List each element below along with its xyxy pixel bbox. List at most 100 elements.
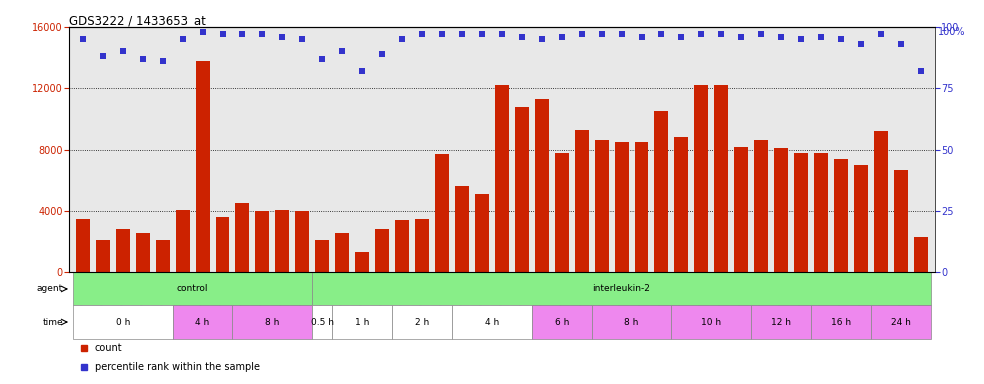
- Bar: [435, 154, 449, 272]
- Point: [733, 34, 749, 40]
- Bar: [515, 107, 528, 272]
- Point: [673, 34, 689, 40]
- Bar: [73, 272, 312, 306]
- Text: 10 h: 10 h: [702, 318, 721, 326]
- Bar: [774, 148, 788, 272]
- Point: [294, 36, 310, 42]
- Text: 24 h: 24 h: [891, 318, 911, 326]
- Bar: [854, 165, 868, 272]
- Bar: [415, 219, 429, 272]
- Bar: [276, 210, 289, 272]
- Point: [474, 31, 490, 37]
- Point: [195, 29, 211, 35]
- Bar: [714, 85, 728, 272]
- Bar: [893, 170, 908, 272]
- Point: [94, 53, 110, 60]
- Bar: [534, 99, 549, 272]
- Point: [255, 31, 271, 37]
- Text: 4 h: 4 h: [196, 318, 210, 326]
- Point: [115, 48, 131, 55]
- Bar: [392, 306, 452, 339]
- Point: [154, 58, 170, 65]
- Bar: [312, 272, 931, 306]
- Point: [374, 51, 390, 57]
- Point: [574, 31, 589, 37]
- Text: 12 h: 12 h: [771, 318, 791, 326]
- Bar: [235, 204, 250, 272]
- Point: [354, 68, 370, 74]
- Text: percentile rank within the sample: percentile rank within the sample: [94, 362, 260, 372]
- Point: [893, 41, 909, 47]
- Point: [135, 56, 151, 62]
- Point: [653, 31, 669, 37]
- Bar: [155, 240, 169, 272]
- Point: [335, 48, 350, 55]
- Bar: [455, 187, 469, 272]
- Point: [175, 36, 191, 42]
- Text: count: count: [94, 343, 122, 353]
- Point: [234, 31, 250, 37]
- Text: 4 h: 4 h: [485, 318, 499, 326]
- Text: 0 h: 0 h: [115, 318, 130, 326]
- Bar: [196, 61, 210, 272]
- Bar: [794, 153, 808, 272]
- Text: 100%: 100%: [938, 27, 965, 37]
- Bar: [531, 306, 591, 339]
- Point: [813, 34, 829, 40]
- Point: [634, 34, 649, 40]
- Bar: [95, 240, 110, 272]
- Bar: [575, 130, 588, 272]
- Bar: [814, 153, 829, 272]
- Point: [873, 31, 889, 37]
- Point: [694, 31, 709, 37]
- Bar: [591, 306, 671, 339]
- Bar: [256, 211, 270, 272]
- Text: 6 h: 6 h: [555, 318, 569, 326]
- Bar: [116, 230, 130, 272]
- Bar: [635, 142, 648, 272]
- Bar: [355, 253, 369, 272]
- Bar: [695, 85, 708, 272]
- Point: [434, 31, 450, 37]
- Bar: [671, 306, 751, 339]
- Text: 2 h: 2 h: [415, 318, 429, 326]
- Bar: [495, 85, 509, 272]
- Point: [395, 36, 410, 42]
- Bar: [834, 159, 848, 272]
- Point: [75, 36, 91, 42]
- Text: time: time: [42, 318, 63, 326]
- Point: [713, 31, 729, 37]
- Point: [793, 36, 809, 42]
- Point: [833, 36, 849, 42]
- Bar: [215, 217, 229, 272]
- Bar: [312, 306, 333, 339]
- Point: [853, 41, 869, 47]
- Bar: [734, 147, 748, 272]
- Point: [514, 34, 529, 40]
- Point: [913, 68, 929, 74]
- Text: GDS3222 / 1433653_at: GDS3222 / 1433653_at: [69, 14, 206, 27]
- Bar: [336, 233, 349, 272]
- Bar: [232, 306, 312, 339]
- Point: [494, 31, 510, 37]
- Point: [754, 31, 769, 37]
- Point: [554, 34, 570, 40]
- Bar: [136, 233, 150, 272]
- Text: 8 h: 8 h: [624, 318, 639, 326]
- Text: 16 h: 16 h: [830, 318, 851, 326]
- Point: [315, 56, 331, 62]
- Bar: [914, 237, 928, 272]
- Bar: [475, 194, 489, 272]
- Bar: [375, 230, 389, 272]
- Bar: [594, 141, 608, 272]
- Bar: [452, 306, 531, 339]
- Bar: [175, 210, 190, 272]
- Point: [773, 34, 789, 40]
- Bar: [333, 306, 392, 339]
- Point: [275, 34, 290, 40]
- Point: [534, 36, 550, 42]
- Text: 1 h: 1 h: [355, 318, 369, 326]
- Bar: [754, 141, 769, 272]
- Bar: [654, 111, 668, 272]
- Text: control: control: [177, 285, 209, 293]
